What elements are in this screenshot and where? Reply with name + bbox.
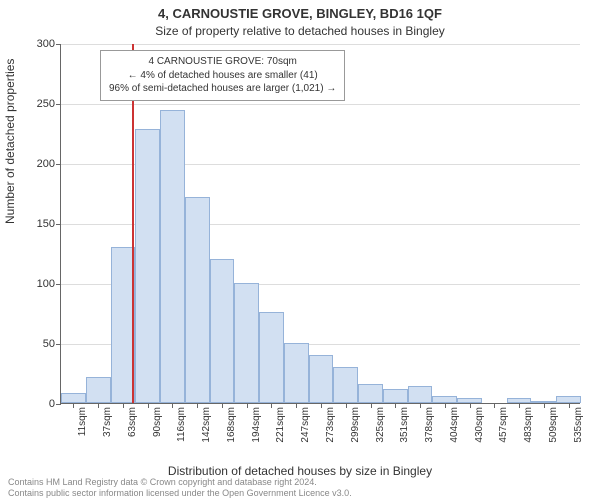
y-tick-label: 200: [37, 158, 61, 170]
histogram-bar: [185, 197, 210, 403]
x-tick-label: 11sqm: [77, 403, 88, 436]
footer-line-2: Contains public sector information licen…: [8, 488, 352, 498]
x-tick-label: 168sqm: [226, 403, 237, 443]
x-tick-mark: [420, 403, 421, 408]
x-tick-mark: [247, 403, 248, 408]
x-tick-mark: [470, 403, 471, 408]
x-tick-label: 273sqm: [325, 403, 336, 443]
x-tick-mark: [271, 403, 272, 408]
footer-line-1: Contains HM Land Registry data © Crown c…: [8, 477, 352, 487]
x-tick-label: 116sqm: [176, 403, 187, 442]
histogram-bar: [284, 343, 309, 403]
x-tick-label: 325sqm: [375, 403, 386, 443]
x-tick-mark: [395, 403, 396, 408]
y-tick-label: 250: [37, 98, 61, 110]
x-axis-label: Distribution of detached houses by size …: [0, 464, 600, 478]
x-tick-mark: [569, 403, 570, 408]
y-tick-label: 100: [37, 278, 61, 290]
x-tick-label: 37sqm: [102, 403, 113, 437]
x-tick-label: 509sqm: [548, 403, 559, 443]
histogram-bar: [210, 259, 235, 403]
grid-line: [61, 44, 580, 45]
histogram-bar: [333, 367, 358, 403]
histogram-bar: [383, 389, 408, 403]
x-tick-mark: [445, 403, 446, 408]
x-tick-label: 351sqm: [399, 403, 410, 443]
x-tick-label: 404sqm: [449, 403, 460, 443]
y-tick-label: 0: [49, 398, 61, 410]
histogram-bar: [234, 283, 259, 403]
page-title: 4, CARNOUSTIE GROVE, BINGLEY, BD16 1QF: [0, 6, 600, 21]
x-tick-mark: [197, 403, 198, 408]
footer-attribution: Contains HM Land Registry data © Crown c…: [8, 477, 352, 498]
x-tick-label: 299sqm: [350, 403, 361, 443]
histogram-bar: [135, 129, 160, 403]
chart-container: { "chart": { "type": "histogram", "title…: [0, 0, 600, 500]
x-tick-mark: [346, 403, 347, 408]
histogram-bar: [160, 110, 185, 403]
histogram-bar: [309, 355, 334, 403]
y-tick-label: 50: [43, 338, 61, 350]
x-tick-mark: [371, 403, 372, 408]
y-axis-label: Number of detached properties: [3, 59, 17, 224]
x-tick-mark: [222, 403, 223, 408]
x-tick-label: 221sqm: [275, 403, 286, 443]
x-tick-mark: [321, 403, 322, 408]
histogram-bar: [86, 377, 111, 403]
x-tick-label: 457sqm: [498, 403, 509, 443]
x-tick-label: 483sqm: [523, 403, 534, 443]
histogram-bar: [61, 393, 86, 403]
page-subtitle: Size of property relative to detached ho…: [0, 24, 600, 38]
x-tick-mark: [98, 403, 99, 408]
histogram-bar: [259, 312, 284, 403]
x-tick-mark: [73, 403, 74, 408]
x-tick-label: 430sqm: [474, 403, 485, 443]
histogram-bar: [432, 396, 457, 403]
x-tick-mark: [172, 403, 173, 408]
grid-line: [61, 104, 580, 105]
x-tick-label: 378sqm: [424, 403, 435, 443]
info-line-1: 4 CARNOUSTIE GROVE: 70sqm: [109, 55, 336, 69]
histogram-bar: [408, 386, 433, 403]
x-tick-label: 535sqm: [573, 403, 584, 443]
x-tick-mark: [123, 403, 124, 408]
x-tick-label: 142sqm: [201, 403, 212, 443]
x-tick-label: 63sqm: [127, 403, 138, 437]
info-box: 4 CARNOUSTIE GROVE: 70sqm ← 4% of detach…: [100, 50, 345, 101]
y-tick-label: 150: [37, 218, 61, 230]
x-tick-mark: [296, 403, 297, 408]
y-tick-label: 300: [37, 38, 61, 50]
x-tick-label: 194sqm: [251, 403, 262, 443]
histogram-bar: [556, 396, 581, 403]
x-tick-mark: [519, 403, 520, 408]
x-tick-label: 247sqm: [300, 403, 311, 443]
histogram-bar: [358, 384, 383, 403]
x-tick-mark: [148, 403, 149, 408]
info-line-3: 96% of semi-detached houses are larger (…: [109, 82, 336, 96]
info-line-2: ← 4% of detached houses are smaller (41): [109, 69, 336, 83]
x-tick-mark: [494, 403, 495, 408]
x-tick-label: 90sqm: [152, 403, 163, 437]
x-tick-mark: [544, 403, 545, 408]
